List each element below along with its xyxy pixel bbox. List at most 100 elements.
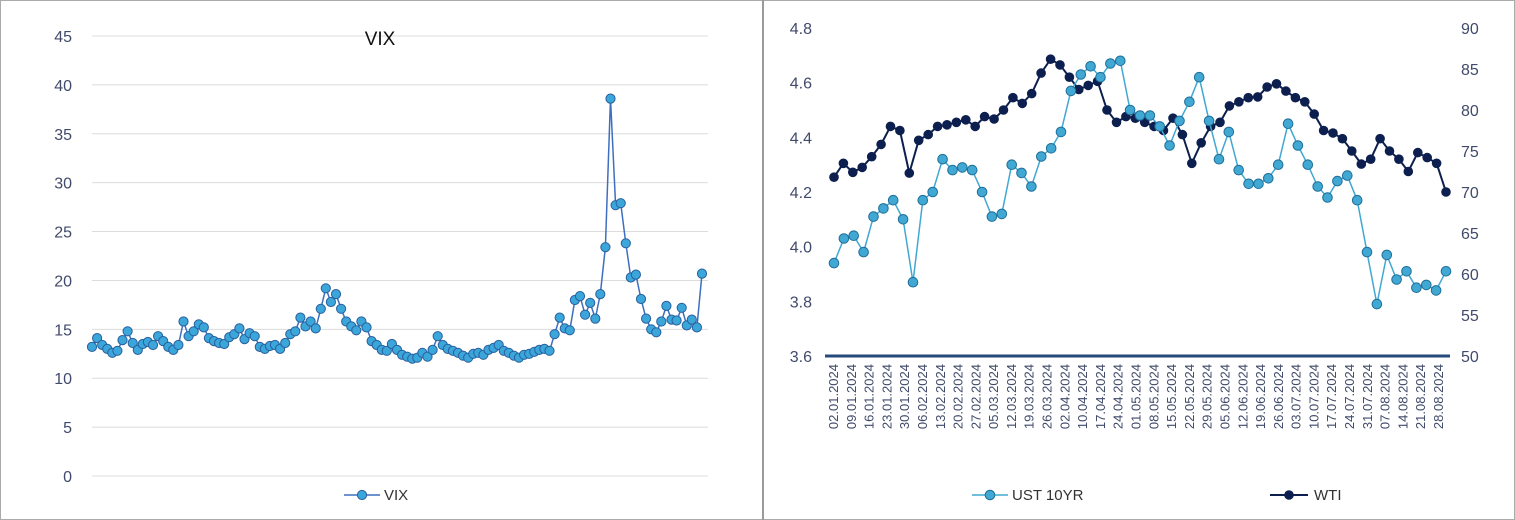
ust-legend-marker	[972, 489, 1008, 501]
ust-point	[1164, 140, 1175, 151]
vix-point	[315, 303, 326, 314]
date-x-axis: 02.01.2024 09.01.2024 16.01.2024 23.01.2024…	[826, 364, 1446, 429]
vix-point	[178, 316, 189, 327]
date-tick-label: 10.04.2024	[1075, 364, 1090, 429]
wti-y-tick-label: 60	[1461, 267, 1479, 284]
wti-point	[970, 121, 980, 132]
date-tick-label: 06.02.2024	[915, 364, 930, 429]
ust-point	[1401, 266, 1412, 277]
ust-y-tick-label: 4.0	[790, 240, 812, 257]
vix-y-tick-label: 30	[54, 176, 72, 193]
wti-point	[932, 121, 943, 132]
ust-point	[1144, 110, 1156, 121]
ust-point	[957, 162, 968, 173]
ust-point	[986, 211, 998, 222]
wti-y-tick-label: 70	[1461, 185, 1479, 202]
ust-point	[1223, 126, 1235, 138]
date-tick-label: 19.03.2024	[1022, 364, 1037, 429]
vix-point	[336, 303, 347, 314]
vix-point	[280, 337, 291, 349]
wti-point	[1384, 146, 1395, 156]
ust-point	[1016, 167, 1027, 179]
wti-point	[876, 139, 886, 150]
wti-point	[1008, 92, 1018, 103]
ust-point	[966, 164, 978, 176]
vix-legend-dot	[356, 489, 368, 501]
wti-point	[913, 135, 924, 146]
wti-point	[1413, 147, 1423, 158]
vix-point	[381, 345, 392, 356]
date-tick-label: 03.07.2024	[1289, 364, 1304, 429]
wti-legend-dot	[1284, 490, 1294, 500]
ust-y-tick-label: 4.2	[790, 185, 812, 202]
vix-point	[676, 302, 687, 313]
vix-point	[590, 313, 601, 324]
wti-point	[961, 115, 971, 125]
date-tick-label: 26.03.2024	[1040, 364, 1055, 429]
ust-point	[947, 164, 958, 176]
wti-point	[989, 114, 999, 124]
vix-point	[580, 309, 591, 320]
wti-point	[866, 151, 877, 162]
date-tick-label: 01.05.2024	[1129, 364, 1144, 429]
wti-y-tick-label: 50	[1461, 349, 1479, 366]
ust-legend-dot	[984, 489, 996, 501]
date-tick-label: 30.01.2024	[897, 364, 912, 429]
vix-chart: 0 5 10 15 20 25 30 35 40 45 VIX VIX	[54, 29, 708, 504]
vix-point	[427, 344, 438, 355]
date-tick-label: 08.05.2024	[1146, 364, 1161, 429]
vix-point	[595, 289, 606, 300]
vix-point	[615, 198, 626, 209]
date-tick-label: 02.04.2024	[1057, 364, 1072, 429]
wti-point	[1375, 133, 1385, 144]
date-tick-label: 24.04.2024	[1111, 364, 1126, 429]
wti-point	[895, 125, 905, 136]
date-tick-label: 16.01.2024	[862, 364, 877, 429]
ust-point	[1045, 143, 1057, 154]
ust-point	[1440, 266, 1452, 277]
date-tick-label: 17.04.2024	[1093, 364, 1108, 429]
vix-y-tick-label: 5	[63, 420, 72, 437]
wti-point	[1215, 117, 1225, 128]
wti-point	[904, 168, 915, 178]
ust-point	[1253, 178, 1264, 190]
vix-point	[122, 326, 133, 337]
vix-chart-title: VIX	[365, 29, 396, 50]
vix-legend: VIX	[344, 487, 408, 504]
wti-point	[1074, 84, 1084, 95]
vix-point	[630, 269, 642, 280]
vix-point	[554, 312, 565, 323]
ust-point	[1203, 115, 1215, 127]
ust-point	[838, 233, 850, 244]
wti-point	[998, 105, 1009, 115]
ust-point	[1026, 181, 1037, 192]
vix-point	[671, 315, 682, 326]
ust-wti-chart: 3.6 3.8 4.0 4.2 4.4 4.6 4.8 50 55 60 65 70 75 80 85 90…	[790, 21, 1479, 504]
wti-point	[1290, 92, 1301, 103]
vix-point	[620, 238, 631, 249]
date-tick-label: 05.06.2024	[1218, 364, 1233, 429]
wti-right-y-axis: 50 55 60 65 70 75 80 85 90	[1461, 21, 1479, 366]
ust-point	[1105, 58, 1116, 69]
ust-point	[887, 194, 899, 206]
ust-point	[1085, 61, 1096, 72]
wti-legend-marker	[1270, 490, 1308, 500]
wti-legend-label: WTI	[1314, 487, 1342, 504]
ust-point	[897, 214, 909, 225]
vix-point	[290, 326, 301, 337]
wti-point	[1365, 154, 1376, 164]
vix-point	[361, 322, 372, 333]
wti-point	[1394, 154, 1404, 164]
wti-y-tick-label: 85	[1461, 62, 1479, 79]
wti-point	[838, 158, 849, 169]
date-tick-label: 26.06.2024	[1271, 364, 1286, 429]
vix-y-axis: 0 5 10 15 20 25 30 35 40 45	[54, 29, 72, 486]
ust-point	[1243, 178, 1254, 190]
vix-point	[696, 268, 708, 279]
ust-point	[1361, 246, 1373, 258]
vix-y-tick-label: 25	[54, 225, 72, 242]
ust-point	[1292, 140, 1304, 151]
ust-point	[1115, 55, 1126, 67]
ust-point	[1055, 126, 1067, 138]
vix-point	[585, 297, 596, 308]
